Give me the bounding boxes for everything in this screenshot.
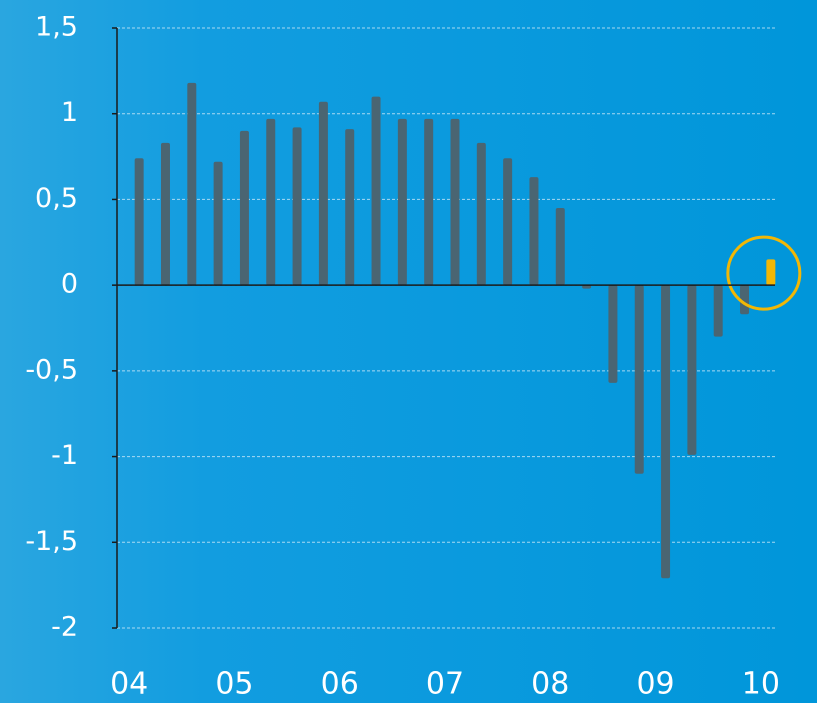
y-tick-label: 1,5 — [35, 12, 78, 43]
y-tick-label: 0,5 — [35, 183, 78, 214]
bar — [424, 118, 434, 286]
x-tick-label: 09 — [636, 667, 674, 702]
x-tick-label: 07 — [426, 667, 464, 702]
bar — [740, 285, 750, 315]
bar — [476, 142, 486, 286]
y-tick-label: 1 — [61, 97, 78, 128]
bar — [213, 161, 223, 286]
bar — [608, 285, 618, 383]
bar — [582, 285, 592, 289]
bar — [345, 129, 355, 286]
bar — [239, 130, 249, 286]
bar — [292, 127, 302, 286]
bar — [266, 118, 276, 286]
x-tick-label: 05 — [215, 667, 253, 702]
bar — [713, 285, 723, 337]
x-tick-label: 08 — [531, 667, 569, 702]
x-tick-label: 06 — [321, 667, 359, 702]
y-tick-label: -1 — [51, 440, 78, 471]
y-tick-label: -0,5 — [25, 354, 78, 385]
bar — [661, 285, 671, 579]
y-tick-label: 0 — [61, 269, 78, 300]
x-tick-label: 04 — [110, 667, 148, 702]
bar — [134, 158, 144, 286]
bar — [634, 285, 644, 474]
x-tick-label: 10 — [742, 667, 780, 702]
bar — [529, 177, 539, 286]
bar — [503, 158, 513, 286]
y-tick-label: -2 — [51, 612, 78, 643]
y-tick-label: -1,5 — [25, 526, 78, 557]
bar — [160, 142, 170, 286]
bar — [187, 82, 197, 286]
bar — [318, 101, 328, 286]
bar — [371, 96, 381, 286]
bar — [555, 208, 565, 286]
bar — [397, 118, 407, 286]
bar — [450, 118, 460, 286]
highlight-circle — [726, 235, 802, 311]
bar — [687, 285, 697, 455]
bar — [766, 259, 776, 286]
